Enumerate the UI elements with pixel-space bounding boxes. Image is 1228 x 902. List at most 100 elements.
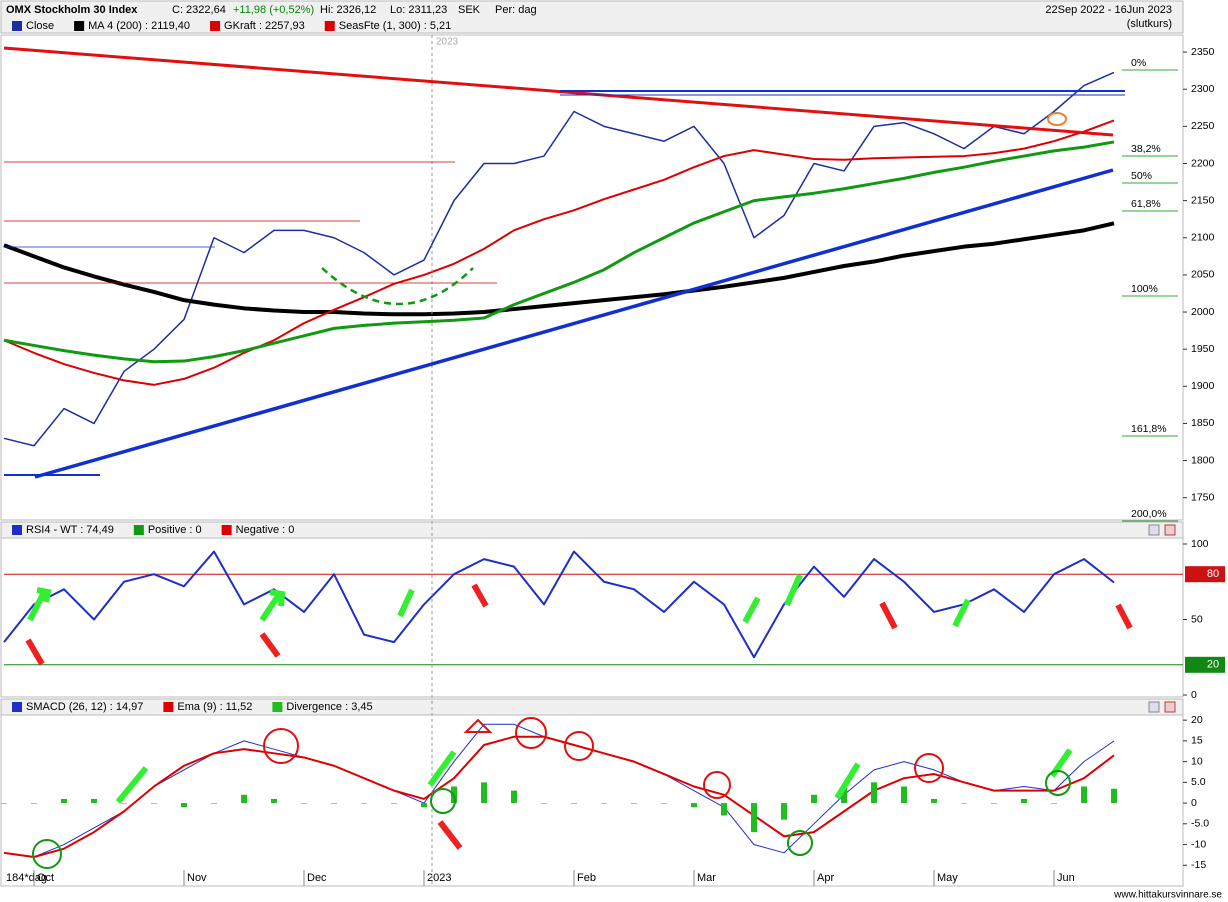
divergence-bar (331, 803, 337, 804)
date-range: 22Sep 2022 - 16Jun 2023 (1045, 4, 1172, 16)
x-tick-label: Jun (1057, 872, 1075, 884)
up-arrow (834, 762, 861, 800)
up-arrow (427, 750, 457, 787)
divergence-bar (121, 803, 127, 804)
x-tick-label: 2023 (427, 872, 451, 884)
divergence-bar (601, 803, 607, 804)
fib-label: 50% (1131, 170, 1152, 182)
x-tick-label: Apr (817, 872, 834, 884)
index-title: OMX Stockholm 30 Index (6, 4, 138, 16)
divergence-bar (151, 803, 157, 804)
y-tick-label: 0 (1191, 797, 1197, 809)
signal-circle (564, 731, 594, 761)
down-arrow (1115, 603, 1133, 630)
y-tick-label: 5.0 (1191, 776, 1206, 788)
footer: www.hittakursvinnare.se (1113, 890, 1222, 901)
reference-label-box (1185, 656, 1225, 673)
divergence-bar (781, 803, 787, 820)
divergence-bar (1081, 786, 1087, 804)
up-arrow (27, 587, 52, 622)
highlight-circle (1047, 112, 1067, 126)
divergence-bar (1111, 788, 1117, 804)
price-type: (slutkurs) (1127, 18, 1172, 30)
legend-swatch (133, 525, 144, 535)
reference-label: 80 (1207, 568, 1219, 580)
reference-label: 20 (1207, 659, 1219, 671)
y-tick-label: 1850 (1191, 417, 1215, 429)
divergence-bar (61, 798, 67, 804)
fib-label: 38,2% (1131, 143, 1161, 155)
panel-button[interactable] (1148, 701, 1160, 713)
fib-label: 161,8% (1131, 423, 1167, 435)
divergence-bar (541, 803, 547, 804)
close-value: C: 2322,64 (172, 4, 226, 16)
divergence-bar (901, 786, 907, 804)
divergence-bar (631, 803, 637, 804)
x-tick-label: Nov (187, 872, 207, 884)
x-tick-label: Mar (697, 872, 716, 884)
divergence-bar (721, 803, 727, 816)
down-arrow (25, 638, 45, 666)
legend-label: GKraft : 2257,93 (224, 20, 305, 32)
legend-swatch (210, 21, 221, 31)
charts: 1750180018501900195020002050210021502200… (0, 20, 1225, 887)
x-tick-label: May (937, 872, 958, 884)
y-tick-label: 1750 (1191, 491, 1215, 503)
y-tick-label: 1900 (1191, 380, 1215, 392)
legend-bar (0, 698, 1184, 716)
signal-circle (787, 830, 813, 856)
divergence-bar (811, 794, 817, 804)
legend-swatch (163, 702, 174, 712)
legend-swatch (221, 525, 232, 535)
y-tick-label: 10 (1191, 755, 1203, 767)
series-line (3, 221, 1115, 317)
down-arrow (879, 601, 898, 630)
change-value: +11,98 (+0,52%) (233, 4, 314, 16)
y-tick-label: 50 (1191, 613, 1203, 625)
fib-label: 0% (1131, 57, 1146, 69)
panel-button[interactable] (1164, 524, 1176, 536)
y-tick-label: 2050 (1191, 269, 1215, 281)
legend-label: Ema (9) : 11,52 (177, 701, 252, 713)
signal-circle (430, 788, 456, 814)
divergence-bar (961, 803, 967, 804)
y-tick-label: 1800 (1191, 454, 1215, 466)
y-tick-label: 100 (1191, 538, 1209, 550)
legend-swatch (12, 21, 22, 31)
panel-button[interactable] (1164, 701, 1176, 713)
divergence-bar (421, 803, 427, 808)
y-tick-label: 2100 (1191, 232, 1215, 244)
legend-label: Divergence : 3,45 (286, 701, 372, 713)
divergence-bar (511, 790, 517, 804)
divergence-bar (1051, 803, 1057, 804)
divergence-bar (91, 798, 97, 804)
down-arrow (259, 632, 281, 658)
y-tick-label: 0 (1191, 689, 1197, 701)
legend-label: Negative : 0 (236, 524, 295, 536)
divergence-bar (271, 798, 277, 804)
y-tick-label: 2000 (1191, 306, 1215, 318)
y-tick-label: 2300 (1191, 83, 1215, 95)
up-arrow (115, 766, 149, 804)
divergence-bar (691, 803, 697, 808)
divergence-bar (751, 803, 757, 833)
divergence-bar (571, 803, 577, 804)
fib-label: 61,8% (1131, 198, 1161, 210)
down-arrow (471, 583, 489, 608)
divergence-bar (181, 803, 187, 808)
cup-pattern (321, 267, 474, 306)
up-arrow (742, 596, 761, 624)
divergence-bar (31, 803, 37, 804)
x-tick-label: Oct (37, 872, 54, 884)
watermark: 2023 (436, 37, 459, 48)
x-tick-label: Dec (307, 872, 327, 884)
signal-circle (1045, 770, 1071, 796)
panel-button[interactable] (1148, 524, 1160, 536)
series-line (3, 140, 1115, 364)
divergence-bar (241, 794, 247, 804)
legend-swatch (12, 702, 22, 712)
x-tick-label: Feb (577, 872, 596, 884)
divergence-bar (841, 786, 847, 804)
fib-label: 100% (1131, 283, 1158, 295)
divergence-bar (661, 803, 667, 804)
